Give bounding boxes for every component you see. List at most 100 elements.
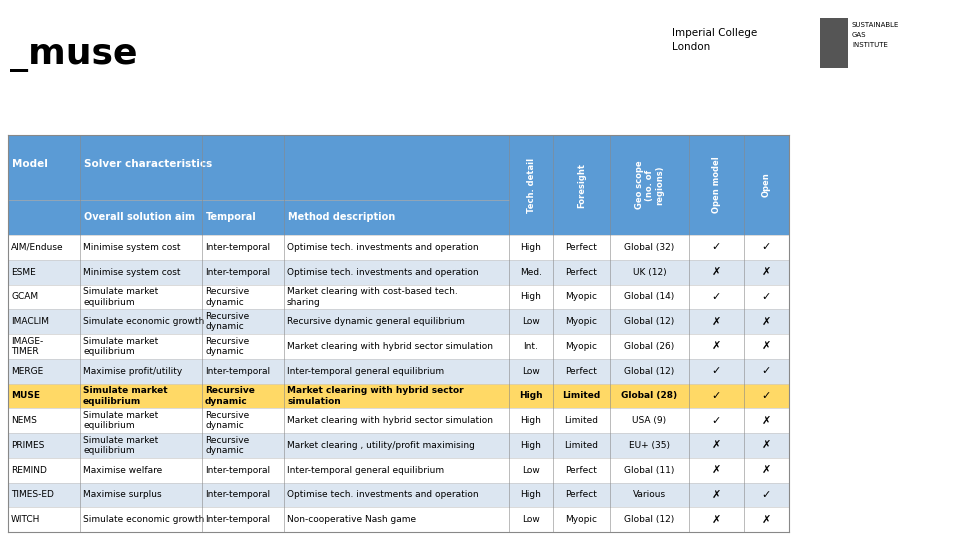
Text: Low: Low (522, 515, 540, 524)
Text: Market clearing with cost-based tech.
sharing: Market clearing with cost-based tech. sh… (287, 287, 458, 307)
Text: Limited: Limited (563, 392, 601, 400)
Text: WITCH: WITCH (11, 515, 40, 524)
Text: SUSTAINABLE: SUSTAINABLE (852, 22, 900, 28)
Text: Simulate economic growth: Simulate economic growth (83, 317, 204, 326)
Bar (8, 383, 789, 408)
Text: Perfect: Perfect (565, 268, 597, 276)
Text: MERGE: MERGE (11, 367, 43, 376)
Text: Low: Low (522, 367, 540, 376)
Text: Market clearing with hybrid sector simulation: Market clearing with hybrid sector simul… (287, 342, 493, 351)
Text: Recursive
dynamic: Recursive dynamic (205, 436, 250, 455)
Text: NEMS: NEMS (11, 416, 36, 425)
Text: AIM/Enduse: AIM/Enduse (11, 243, 63, 252)
Text: ✗: ✗ (762, 515, 771, 525)
Text: REMIND: REMIND (11, 465, 47, 475)
Text: Recursive
dynamic: Recursive dynamic (205, 287, 250, 307)
Text: Model: Model (12, 159, 48, 169)
Bar (8, 135, 789, 235)
Text: Method description: Method description (288, 213, 396, 222)
Text: Temporal: Temporal (206, 213, 256, 222)
Text: IMACLIM: IMACLIM (11, 317, 49, 326)
Text: Market clearing , utility/profit maximising: Market clearing , utility/profit maximis… (287, 441, 475, 450)
Bar (8, 507, 789, 532)
Text: Various: Various (633, 490, 666, 500)
Text: Myopic: Myopic (565, 292, 597, 301)
Text: Global (12): Global (12) (624, 367, 675, 376)
Text: Imperial College: Imperial College (672, 28, 757, 38)
Text: Limited: Limited (564, 441, 598, 450)
Text: High: High (520, 292, 541, 301)
Text: Simulate market
equilibrium: Simulate market equilibrium (83, 386, 168, 406)
Text: Recursive
dynamic: Recursive dynamic (205, 411, 250, 430)
Text: Overall solution aim: Overall solution aim (84, 213, 195, 222)
Text: Minimise system cost: Minimise system cost (83, 268, 180, 276)
Text: Minimise system cost: Minimise system cost (83, 243, 180, 252)
Text: Inter-temporal: Inter-temporal (205, 490, 270, 500)
Bar (8, 483, 789, 507)
Text: ✓: ✓ (711, 366, 721, 376)
Text: ✓: ✓ (762, 391, 771, 401)
Text: Solver characteristics: Solver characteristics (84, 159, 212, 169)
Text: ✗: ✗ (762, 341, 771, 352)
Text: GAS: GAS (852, 32, 867, 38)
Bar (8, 309, 789, 334)
Text: Simulate economic growth: Simulate economic growth (83, 515, 204, 524)
Text: Simulate market
equilibrium: Simulate market equilibrium (83, 436, 158, 455)
Text: High: High (520, 490, 541, 500)
Text: Open model: Open model (712, 157, 721, 213)
Text: Myopic: Myopic (565, 515, 597, 524)
Text: Simulate market
equilibrium: Simulate market equilibrium (83, 287, 158, 307)
Bar (8, 359, 789, 383)
Text: Perfect: Perfect (565, 465, 597, 475)
Text: ✗: ✗ (711, 267, 721, 277)
Text: ✗: ✗ (762, 316, 771, 327)
Text: ✗: ✗ (711, 515, 721, 525)
Text: Recursive
dynamic: Recursive dynamic (205, 336, 250, 356)
Text: High: High (520, 416, 541, 425)
Text: Global (28): Global (28) (621, 392, 678, 400)
Text: Global (26): Global (26) (624, 342, 675, 351)
Text: Recursive dynamic general equilibrium: Recursive dynamic general equilibrium (287, 317, 465, 326)
Text: Myopic: Myopic (565, 317, 597, 326)
Text: Med.: Med. (520, 268, 542, 276)
Text: _muse: _muse (10, 38, 137, 72)
Text: Tech. detail: Tech. detail (526, 158, 536, 213)
Text: Simulate market
equilibrium: Simulate market equilibrium (83, 411, 158, 430)
Text: Int.: Int. (523, 342, 539, 351)
Text: Simulate market
equilibrium: Simulate market equilibrium (83, 336, 158, 356)
Text: Recursive
dynamic: Recursive dynamic (205, 312, 250, 332)
Text: ✗: ✗ (762, 267, 771, 277)
Text: TIMES-ED: TIMES-ED (11, 490, 54, 500)
Text: Low: Low (522, 317, 540, 326)
Text: Global (11): Global (11) (624, 465, 675, 475)
Text: Global (12): Global (12) (624, 515, 675, 524)
Text: Open: Open (762, 173, 771, 198)
Text: Global (32): Global (32) (624, 243, 675, 252)
Text: Maximise surplus: Maximise surplus (83, 490, 161, 500)
Text: Inter-temporal: Inter-temporal (205, 367, 270, 376)
Text: ✓: ✓ (711, 242, 721, 252)
Text: ✗: ✗ (711, 316, 721, 327)
Text: ✓: ✓ (711, 292, 721, 302)
Bar (8, 334, 789, 359)
Text: GCAM: GCAM (11, 292, 38, 301)
Text: ✗: ✗ (711, 465, 721, 475)
Text: ✗: ✗ (762, 441, 771, 450)
Text: ✓: ✓ (762, 242, 771, 252)
Text: Global (14): Global (14) (624, 292, 675, 301)
Text: Optimise tech. investments and operation: Optimise tech. investments and operation (287, 490, 479, 500)
Text: Limited: Limited (564, 416, 598, 425)
Text: Inter-temporal: Inter-temporal (205, 243, 270, 252)
Text: ✓: ✓ (762, 366, 771, 376)
Text: Inter-temporal: Inter-temporal (205, 465, 270, 475)
Text: INSTITUTE: INSTITUTE (852, 42, 888, 48)
Text: ✗: ✗ (762, 416, 771, 426)
Text: Optimise tech. investments and operation: Optimise tech. investments and operation (287, 243, 479, 252)
Text: Optimise tech. investments and operation: Optimise tech. investments and operation (287, 268, 479, 276)
Text: UK (12): UK (12) (633, 268, 666, 276)
Text: High: High (520, 441, 541, 450)
Bar (8, 433, 789, 458)
Bar (8, 458, 789, 483)
Text: Inter-temporal general equilibrium: Inter-temporal general equilibrium (287, 367, 444, 376)
Bar (8, 408, 789, 433)
